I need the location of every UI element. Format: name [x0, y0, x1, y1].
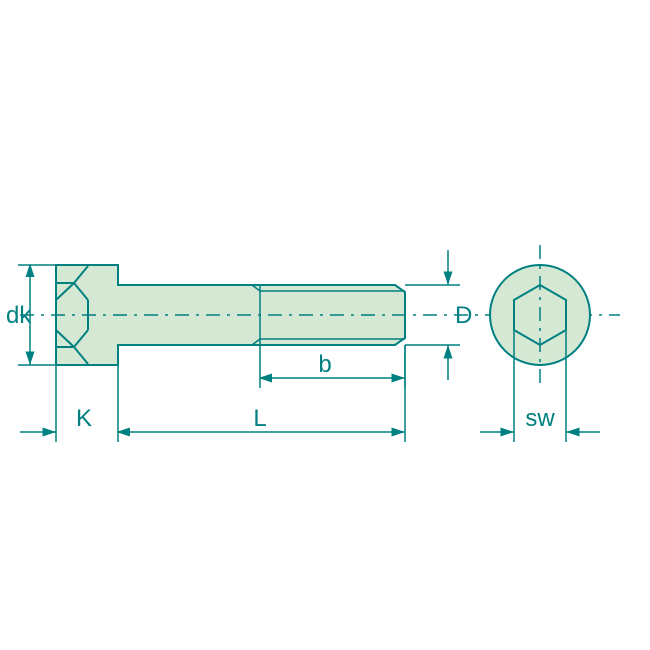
end-view: sw: [480, 245, 600, 442]
label-D: D: [455, 302, 472, 329]
label-K: K: [76, 405, 92, 432]
dim-K: [20, 365, 118, 442]
label-sw: sw: [525, 405, 555, 432]
label-b: b: [318, 351, 331, 378]
diagram-canvas: dk D b K L: [0, 0, 650, 650]
drawing-svg: dk D b K L: [0, 0, 650, 650]
dim-b: [260, 345, 405, 388]
label-L: L: [253, 405, 266, 432]
label-dk: dk: [6, 302, 32, 329]
